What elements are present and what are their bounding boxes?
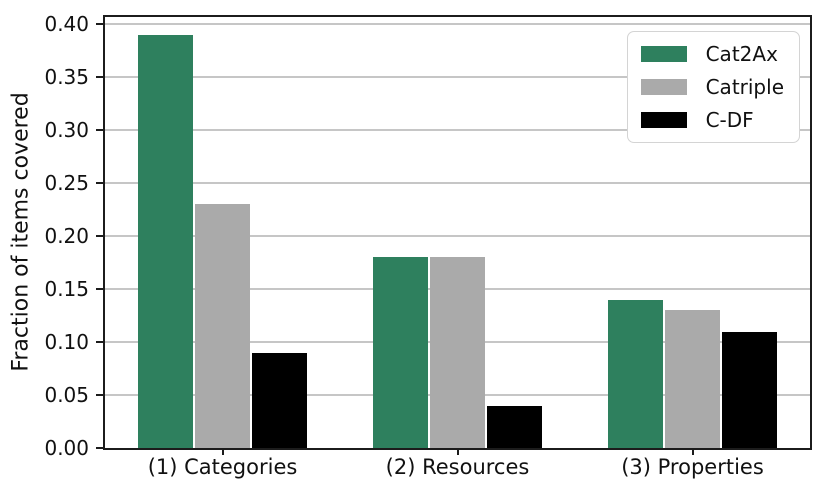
legend: Cat2Ax Catriple C-DF <box>626 31 800 143</box>
legend-label-catriple: Catriple <box>705 75 784 99</box>
bar-catriple-3 <box>665 310 720 448</box>
gridline <box>105 182 810 185</box>
y-tick-label: 0.25 <box>44 171 89 196</box>
bar-catriple-2 <box>430 257 485 448</box>
legend-label-cat2ax: Cat2Ax <box>705 42 778 66</box>
x-tick-label: (2) Resources <box>385 455 530 479</box>
gridline <box>105 23 810 26</box>
legend-item-cat2ax: Cat2Ax <box>640 42 784 66</box>
y-tick-label: 0.05 <box>44 383 89 408</box>
y-tick-mark <box>96 23 103 26</box>
y-tick-mark <box>96 182 103 185</box>
y-tick-label: 0.15 <box>44 277 89 302</box>
y-tick-label: 0.20 <box>44 224 89 249</box>
bar-cdf-3 <box>722 331 777 448</box>
y-tick-label: 0.40 <box>44 12 89 37</box>
legend-item-cdf: C-DF <box>640 108 784 132</box>
y-tick-mark <box>96 235 103 238</box>
legend-label-cdf: C-DF <box>705 108 754 132</box>
legend-swatch-cat2ax <box>640 46 687 62</box>
bar-catriple-1 <box>195 204 250 448</box>
y-tick-label: 0.00 <box>44 436 89 460</box>
bar-cdf-1 <box>252 352 307 448</box>
y-tick-mark <box>96 341 103 344</box>
x-tick-mark <box>221 446 224 455</box>
legend-item-catriple: Catriple <box>640 75 784 99</box>
bar-cat2ax-3 <box>608 299 663 448</box>
bar-cat2ax-1 <box>138 35 193 448</box>
bar-cat2ax-2 <box>373 257 428 448</box>
gridline <box>105 76 810 79</box>
x-tick-mark <box>691 446 694 455</box>
y-tick-label: 0.30 <box>44 118 89 143</box>
x-tick-label: (1) Categories <box>147 455 298 479</box>
y-tick-mark <box>96 76 103 79</box>
y-tick-mark <box>96 129 103 132</box>
gridline <box>105 235 810 238</box>
y-tick-mark <box>96 394 103 397</box>
plot-area: Cat2Ax Catriple C-DF 0.00 0.05 0.10 0.15 0.2… <box>44 12 812 479</box>
y-tick-label: 0.35 <box>44 65 89 90</box>
x-tick-mark <box>456 446 459 455</box>
y-tick-mark <box>96 447 103 449</box>
legend-swatch-cdf <box>640 112 687 128</box>
y-tick-mark <box>96 288 103 291</box>
y-tick-label: 0.10 <box>44 330 89 355</box>
legend-swatch-catriple <box>640 79 687 95</box>
bar-cdf-2 <box>487 405 542 448</box>
gridline <box>105 129 810 132</box>
x-tick-label: (3) Properties <box>621 455 764 479</box>
